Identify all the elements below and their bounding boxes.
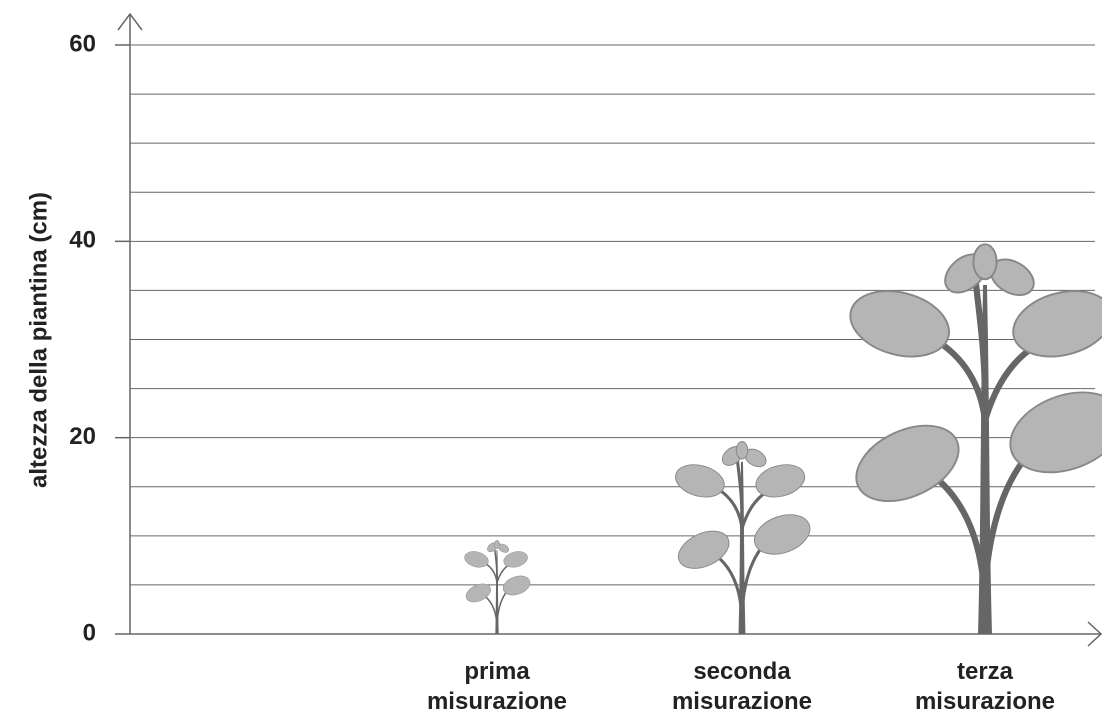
x-tick-label: terza misurazione <box>905 657 1065 717</box>
x-tick-label: prima misurazione <box>417 657 577 717</box>
y-tick-label: 0 <box>83 619 96 646</box>
leaf <box>463 549 490 570</box>
leaf <box>672 460 728 502</box>
x-tick-label: seconda misurazione <box>662 657 822 717</box>
leaf <box>973 244 996 279</box>
y-tick-label: 60 <box>69 30 96 57</box>
y-tick-label: 20 <box>69 423 96 450</box>
plant <box>843 244 1102 634</box>
leaf <box>843 281 956 367</box>
leaf <box>736 442 747 459</box>
page: altezza della piantina (cm) 0 20 40 60 prim… <box>0 0 1102 720</box>
leaf <box>844 411 970 517</box>
y-tick-label: 40 <box>69 227 96 254</box>
plant <box>672 442 816 634</box>
leaf <box>673 524 735 576</box>
leaf <box>463 580 493 605</box>
y-axis-label: altezza della piantina (cm) <box>25 192 52 488</box>
leaf <box>494 540 500 548</box>
chart: altezza della piantina (cm) 0 20 40 60 <box>0 0 1102 720</box>
plant <box>463 540 533 634</box>
